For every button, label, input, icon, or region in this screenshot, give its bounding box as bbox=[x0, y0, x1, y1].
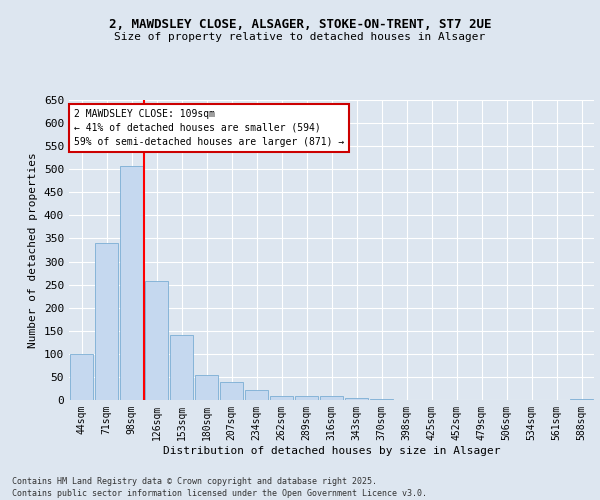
Bar bbox=[145, 282, 168, 400]
Text: 2, MAWDSLEY CLOSE, ALSAGER, STOKE-ON-TRENT, ST7 2UE: 2, MAWDSLEY CLOSE, ALSAGER, STOKE-ON-TRE… bbox=[109, 18, 491, 30]
Bar bbox=[370, 398, 393, 400]
Bar bbox=[295, 396, 318, 400]
Text: 2 MAWDSLEY CLOSE: 109sqm
← 41% of detached houses are smaller (594)
59% of semi-: 2 MAWDSLEY CLOSE: 109sqm ← 41% of detach… bbox=[74, 109, 344, 147]
Text: Contains HM Land Registry data © Crown copyright and database right 2025.
Contai: Contains HM Land Registry data © Crown c… bbox=[12, 476, 427, 498]
Bar bbox=[70, 354, 93, 400]
Bar bbox=[170, 336, 193, 400]
Bar bbox=[95, 243, 118, 400]
Y-axis label: Number of detached properties: Number of detached properties bbox=[28, 152, 38, 348]
Bar bbox=[320, 396, 343, 400]
Bar bbox=[345, 398, 368, 400]
Bar bbox=[195, 374, 218, 400]
Bar bbox=[220, 382, 243, 400]
Bar bbox=[570, 398, 593, 400]
Bar bbox=[120, 166, 143, 400]
X-axis label: Distribution of detached houses by size in Alsager: Distribution of detached houses by size … bbox=[163, 446, 500, 456]
Bar bbox=[270, 396, 293, 400]
Text: Size of property relative to detached houses in Alsager: Size of property relative to detached ho… bbox=[115, 32, 485, 42]
Bar bbox=[245, 390, 268, 400]
